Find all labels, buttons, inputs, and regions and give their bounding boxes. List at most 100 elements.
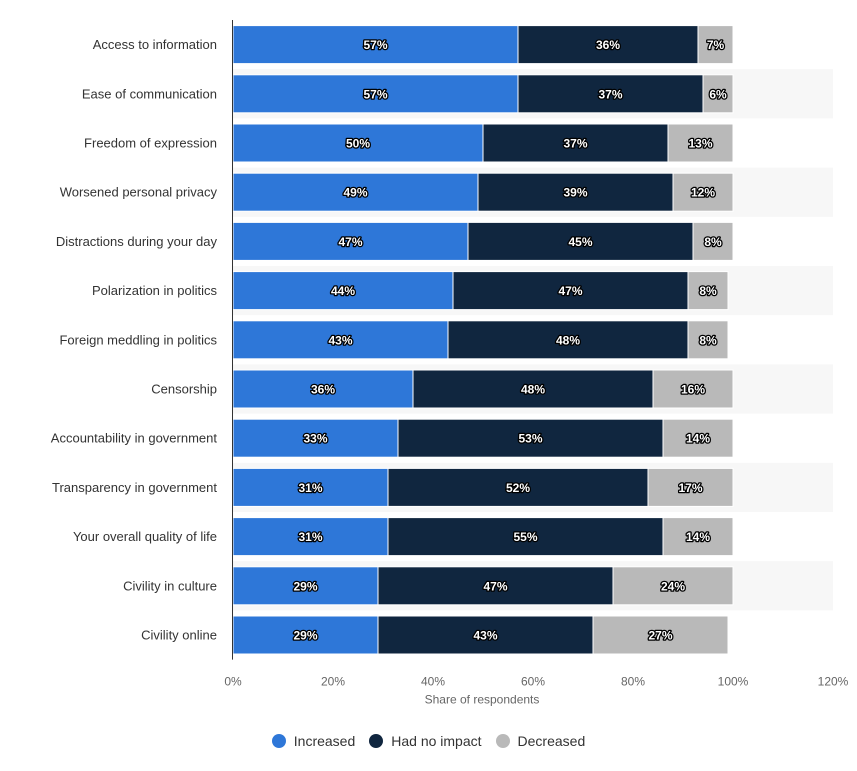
bar-had-no-impact[interactable] <box>387 467 649 507</box>
bar-increased[interactable] <box>232 74 519 114</box>
bar-had-no-impact[interactable] <box>482 123 669 163</box>
x-tick-label: 0% <box>224 675 242 689</box>
bar-decreased[interactable] <box>702 74 734 114</box>
data-label: 39% <box>563 186 587 200</box>
data-label: 8% <box>699 333 717 347</box>
legend-item-decreased[interactable]: Decreased <box>495 733 585 749</box>
category-label: Worsened personal privacy <box>60 185 218 200</box>
data-label: 36% <box>311 383 335 397</box>
data-label: 33% <box>303 432 327 446</box>
bar-decreased[interactable] <box>652 369 734 409</box>
category-label: Your overall quality of life <box>73 529 217 544</box>
category-label: Transparency in government <box>52 480 217 495</box>
bar-decreased[interactable] <box>647 467 734 507</box>
legend-label: Increased <box>293 733 356 749</box>
bar-decreased[interactable] <box>672 172 734 212</box>
data-label: 52% <box>506 481 530 495</box>
data-label: 12% <box>691 186 715 200</box>
x-tick-label: 100% <box>718 675 749 689</box>
data-label: 45% <box>568 235 592 249</box>
data-label: 14% <box>686 530 710 544</box>
bar-had-no-impact[interactable] <box>397 418 664 458</box>
category-label: Distractions during your day <box>56 234 218 249</box>
data-label: 31% <box>298 481 322 495</box>
category-label: Censorship <box>151 382 217 397</box>
bar-had-no-impact[interactable] <box>412 369 654 409</box>
category-label: Foreign meddling in politics <box>59 332 217 347</box>
data-label: 49% <box>343 186 367 200</box>
data-label: 48% <box>556 333 580 347</box>
bar-had-no-impact[interactable] <box>377 566 614 606</box>
bar-had-no-impact[interactable] <box>517 25 699 65</box>
data-label: 53% <box>518 432 542 446</box>
data-label: 8% <box>699 284 717 298</box>
data-label: 37% <box>563 137 587 151</box>
bar-had-no-impact[interactable] <box>452 271 689 311</box>
x-axis-ticks: 0% 20% 40% 60% 80% 100% 120% <box>224 675 848 689</box>
category-label: Ease of communication <box>82 86 217 101</box>
legend-marker-icon <box>271 734 286 748</box>
x-tick-label: 40% <box>421 675 445 689</box>
legend-item-had-no-impact[interactable]: Had no impact <box>369 733 482 749</box>
bar-increased[interactable] <box>232 25 519 65</box>
bar-decreased[interactable] <box>612 566 734 606</box>
x-tick-label: 80% <box>621 675 645 689</box>
data-label: 31% <box>298 530 322 544</box>
data-label: 29% <box>293 629 317 643</box>
data-label: 55% <box>513 530 537 544</box>
bar-increased[interactable] <box>232 271 454 311</box>
bar-increased[interactable] <box>232 221 469 261</box>
bar-increased[interactable] <box>232 418 399 458</box>
data-label: 37% <box>598 87 622 101</box>
data-label: 8% <box>704 235 722 249</box>
bar-decreased[interactable] <box>667 123 734 163</box>
data-label: 36% <box>596 38 620 52</box>
bar-decreased[interactable] <box>662 418 734 458</box>
category-label: Civility in culture <box>123 578 217 593</box>
data-label: 17% <box>678 481 702 495</box>
data-label: 27% <box>648 629 672 643</box>
data-label: 47% <box>558 284 582 298</box>
bar-decreased[interactable] <box>687 271 729 311</box>
legend-marker-icon <box>369 734 384 748</box>
x-tick-label: 20% <box>321 675 345 689</box>
data-label: 14% <box>686 432 710 446</box>
data-label: 16% <box>681 383 705 397</box>
bar-increased[interactable] <box>232 320 449 360</box>
data-label: 13% <box>688 137 712 151</box>
legend: Increased Had no impact Decreased <box>0 733 857 753</box>
data-label: 47% <box>483 579 507 593</box>
bars: 57% 36% 7% 57% 37% 6% 50% 37% 13% 49% 39% 12% 47% 45%… <box>232 25 734 655</box>
bar-had-no-impact[interactable] <box>447 320 689 360</box>
bar-decreased[interactable] <box>687 320 729 360</box>
bar-decreased[interactable] <box>697 25 734 65</box>
data-label: 7% <box>707 38 725 52</box>
legend-label: Had no impact <box>391 733 482 749</box>
bar-had-no-impact[interactable] <box>387 517 664 557</box>
data-label: 57% <box>363 87 387 101</box>
bar-increased[interactable] <box>232 517 389 557</box>
bar-decreased[interactable] <box>692 221 734 261</box>
data-label: 29% <box>293 579 317 593</box>
bar-decreased[interactable] <box>592 615 729 655</box>
x-tick-label: 60% <box>521 675 545 689</box>
x-tick-label: 120% <box>818 675 849 689</box>
bar-had-no-impact[interactable] <box>467 221 694 261</box>
legend-item-increased[interactable]: Increased <box>271 733 356 749</box>
category-label: Accountability in government <box>51 431 218 446</box>
category-label: Freedom of expression <box>84 136 217 151</box>
data-label: 57% <box>363 38 387 52</box>
bar-had-no-impact[interactable] <box>377 615 594 655</box>
bar-decreased[interactable] <box>662 517 734 557</box>
category-labels: Access to information Ease of communicati… <box>51 37 218 642</box>
legend-marker-icon <box>495 734 510 748</box>
data-label: 50% <box>346 137 370 151</box>
data-label: 48% <box>521 383 545 397</box>
x-axis-title: Share of respondents <box>425 693 540 707</box>
category-label: Polarization in politics <box>92 283 218 298</box>
data-label: 24% <box>661 579 685 593</box>
data-label: 43% <box>473 629 497 643</box>
data-label: 44% <box>331 284 355 298</box>
data-label: 47% <box>338 235 362 249</box>
